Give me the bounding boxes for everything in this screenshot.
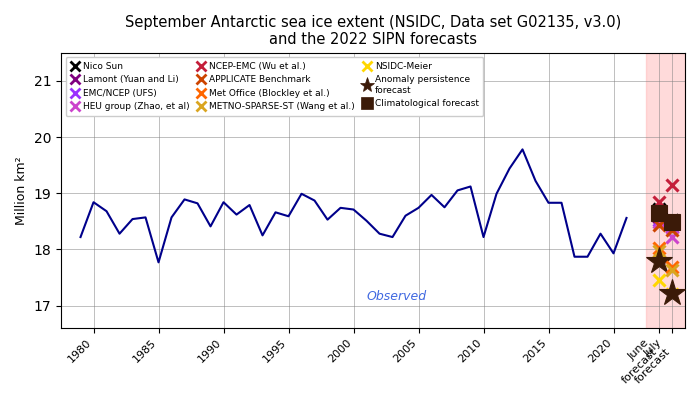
Bar xyxy=(646,53,685,328)
Title: September Antarctic sea ice extent (NSIDC, Data set G02135, v3.0)
and the 2022 S: September Antarctic sea ice extent (NSID… xyxy=(125,15,621,47)
Y-axis label: Million km²: Million km² xyxy=(15,156,28,225)
Legend: Nico Sun, Lamont (Yuan and Li), EMC/NCEP (UFS), HEU group (Zhao, et al), NCEP-EM: Nico Sun, Lamont (Yuan and Li), EMC/NCEP… xyxy=(66,57,483,116)
Text: Observed: Observed xyxy=(367,290,426,303)
